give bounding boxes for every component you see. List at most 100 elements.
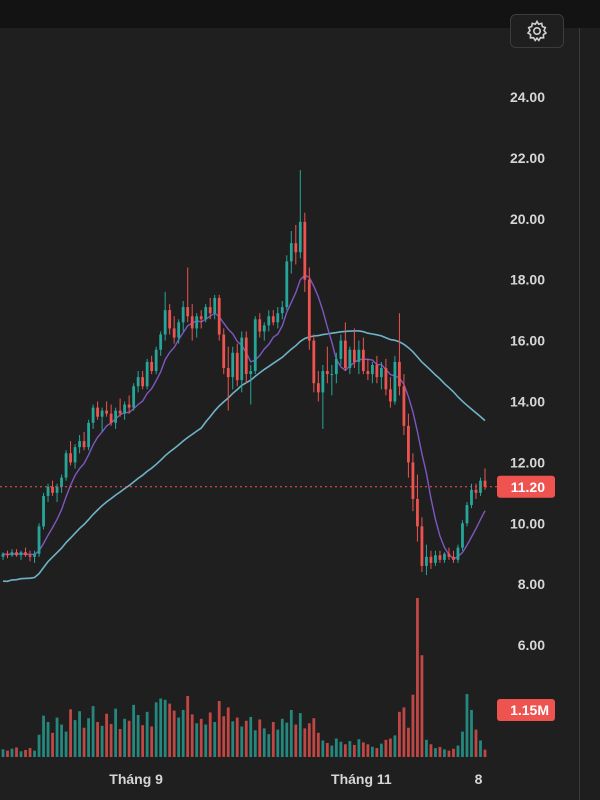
candle-body bbox=[123, 404, 127, 414]
volume-bar bbox=[343, 744, 347, 757]
volume-bar bbox=[456, 745, 460, 757]
slow-moving-average-line bbox=[2, 330, 486, 583]
volume-bar bbox=[118, 729, 122, 757]
candle-body bbox=[154, 349, 158, 372]
volume-bar bbox=[114, 708, 118, 757]
candle-body bbox=[109, 413, 113, 423]
y-tick-label: 14.00 bbox=[510, 394, 545, 410]
volume-bar bbox=[60, 724, 63, 757]
candle-body bbox=[10, 552, 14, 556]
volume-bar bbox=[78, 711, 81, 757]
candle-body bbox=[168, 310, 172, 329]
volume-bar bbox=[465, 694, 469, 757]
candle-body bbox=[357, 349, 361, 362]
volume-bar bbox=[145, 711, 149, 757]
volume-bar bbox=[55, 717, 59, 757]
candle-body bbox=[438, 555, 442, 560]
candle-body bbox=[105, 410, 109, 414]
right-scroll-strip[interactable] bbox=[579, 28, 600, 800]
candle-body bbox=[402, 386, 406, 426]
x-tick-label: Tháng 11 bbox=[331, 771, 392, 787]
candle-body bbox=[159, 334, 163, 350]
volume-bar bbox=[213, 722, 217, 757]
volume-bar bbox=[240, 726, 244, 757]
volume-bar bbox=[168, 703, 172, 757]
volume-bar bbox=[398, 711, 401, 757]
volume-bar bbox=[447, 750, 451, 757]
volume-bar bbox=[280, 718, 284, 757]
candle-body bbox=[253, 319, 257, 372]
volume-bar bbox=[33, 750, 36, 757]
volume-bar bbox=[6, 750, 9, 757]
candle-body bbox=[411, 462, 415, 499]
volume-bar bbox=[393, 735, 397, 757]
volume-bar bbox=[136, 715, 140, 757]
candle-body bbox=[199, 316, 203, 320]
candle-body bbox=[226, 368, 230, 378]
volume-bar bbox=[330, 745, 334, 757]
volume-bar bbox=[276, 729, 280, 757]
volume-bar bbox=[96, 722, 99, 757]
candle-body bbox=[461, 523, 464, 548]
last-volume-label: 1.15M bbox=[510, 702, 549, 718]
volume-bar bbox=[271, 722, 275, 757]
candle-body bbox=[267, 316, 271, 326]
volume-bar bbox=[51, 732, 54, 757]
candle-body bbox=[366, 371, 370, 375]
candle-body bbox=[42, 495, 45, 527]
candle-body bbox=[217, 297, 221, 335]
volume-bar bbox=[141, 725, 145, 757]
volume-bar bbox=[321, 740, 325, 757]
volume-bar bbox=[348, 741, 352, 757]
top-bar bbox=[0, 0, 600, 28]
candle-body bbox=[334, 358, 338, 375]
volume-bar bbox=[253, 730, 257, 757]
candle-body bbox=[470, 489, 473, 506]
last-volume-badge bbox=[497, 699, 555, 721]
volume-bar bbox=[150, 726, 154, 757]
candle-body bbox=[73, 447, 77, 463]
volume-bar bbox=[461, 731, 464, 757]
candle-body bbox=[339, 340, 343, 359]
candle-body bbox=[325, 371, 329, 375]
candle-body bbox=[91, 407, 95, 423]
volume-bar bbox=[443, 749, 446, 757]
candle-body bbox=[163, 310, 167, 335]
volume-bar bbox=[10, 748, 14, 757]
volume-bar bbox=[231, 721, 235, 757]
volume-bar bbox=[452, 748, 455, 757]
x-tick-label: Tháng 9 bbox=[109, 771, 163, 787]
candle-body bbox=[64, 453, 68, 478]
volume-bar bbox=[258, 719, 262, 757]
volume-bar bbox=[100, 725, 104, 757]
volume-bar bbox=[325, 743, 329, 757]
volume-bar bbox=[159, 698, 163, 757]
candle-body bbox=[136, 377, 140, 387]
candle-body bbox=[114, 410, 118, 423]
candle-body bbox=[348, 349, 352, 369]
candle-body bbox=[28, 555, 32, 557]
candle-body bbox=[150, 361, 154, 372]
candle-body bbox=[6, 553, 9, 556]
volume-bar bbox=[64, 731, 68, 757]
last-price-label: 11.20 bbox=[511, 479, 545, 495]
volume-bar bbox=[249, 716, 253, 757]
volume-bar bbox=[411, 694, 415, 757]
volume-bar bbox=[204, 724, 208, 757]
candle-body bbox=[177, 322, 181, 338]
volume-bar bbox=[438, 746, 442, 757]
volume-bar bbox=[181, 709, 185, 757]
volume-bar bbox=[289, 709, 293, 757]
y-tick-label: 22.00 bbox=[510, 150, 545, 166]
candle-body bbox=[55, 486, 59, 493]
volume-bar bbox=[416, 598, 419, 757]
candle-body bbox=[145, 361, 149, 387]
chart-settings-button[interactable] bbox=[510, 14, 564, 48]
volume-bar bbox=[42, 715, 45, 757]
candle-body bbox=[190, 316, 194, 329]
candle-body bbox=[456, 547, 460, 560]
candle-body bbox=[46, 486, 50, 496]
volume-bar bbox=[429, 744, 433, 757]
candle-body bbox=[294, 243, 298, 253]
